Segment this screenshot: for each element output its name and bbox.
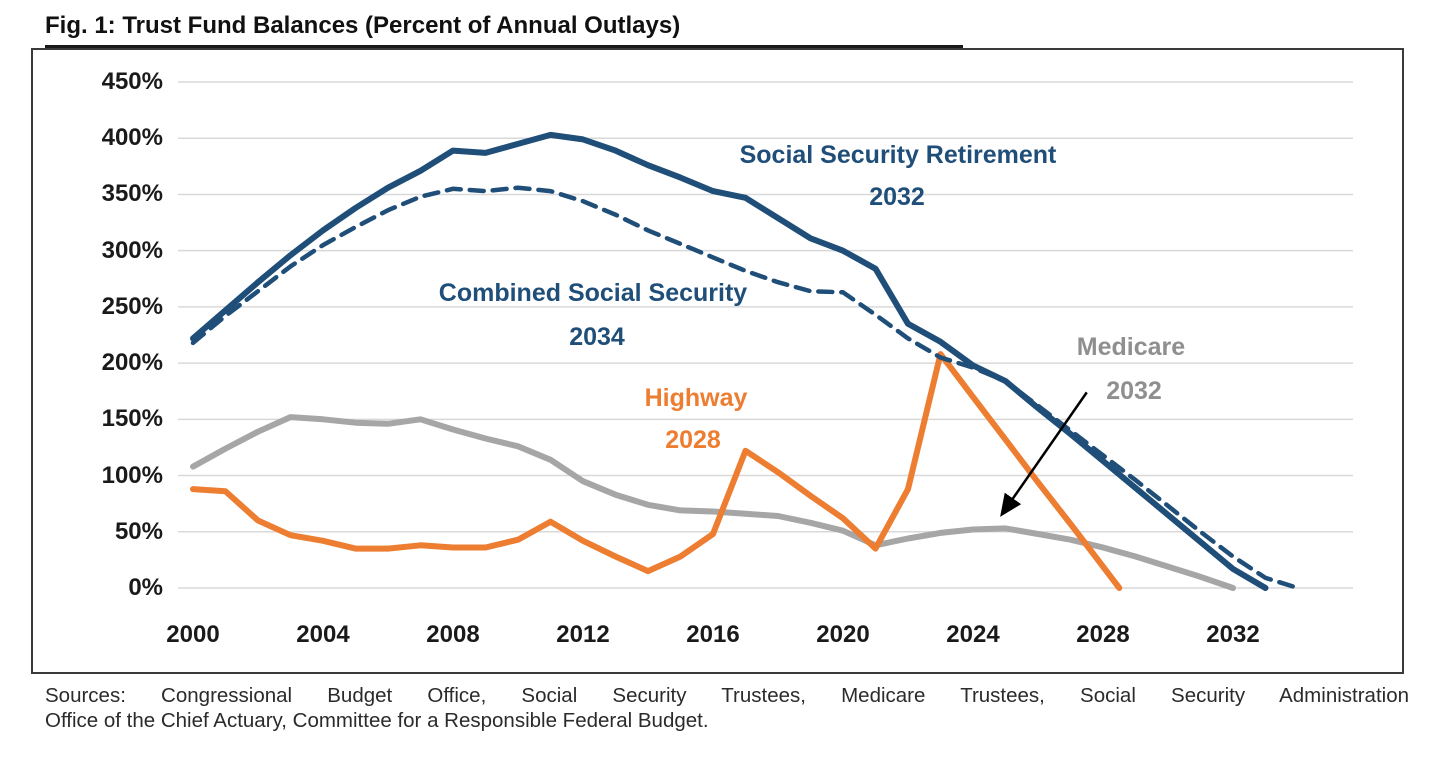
sources-note: Sources: Congressional Budget Office, So… — [45, 683, 1409, 733]
y-tick-100%: 100% — [101, 461, 163, 489]
label-combined-social-security-year: 2034 — [569, 323, 625, 351]
y-tick-250%: 250% — [101, 292, 163, 320]
x-tick-2008: 2008 — [426, 621, 480, 648]
label-highway-year: 2028 — [665, 426, 721, 454]
y-tick-0%: 0% — [128, 574, 163, 601]
x-tick-2020: 2020 — [816, 621, 870, 648]
y-tick-300%: 300% — [101, 236, 163, 264]
figure-title: Fig. 1: Trust Fund Balances (Percent of … — [45, 12, 963, 48]
x-tick-2028: 2028 — [1076, 621, 1130, 648]
sources-line-1: Sources: Congressional Budget Office, So… — [45, 684, 1409, 707]
sources-line-2: Office of the Chief Actuary, Committee f… — [45, 709, 709, 732]
label-social-security-retirement-year: 2032 — [869, 183, 925, 211]
x-tick-2032: 2032 — [1206, 621, 1260, 648]
y-tick-200%: 200% — [101, 349, 163, 377]
y-tick-400%: 400% — [101, 124, 163, 152]
y-tick-350%: 350% — [101, 180, 163, 208]
x-tick-2024: 2024 — [946, 621, 1000, 648]
label-highway: Highway — [644, 384, 748, 412]
label-social-security-retirement: Social Security Retirement — [739, 141, 1057, 169]
label-combined-social-security: Combined Social Security — [438, 279, 748, 307]
x-tick-2004: 2004 — [296, 621, 350, 648]
y-tick-150%: 150% — [101, 405, 163, 433]
x-tick-2016: 2016 — [686, 621, 740, 648]
y-tick-450%: 450% — [101, 68, 163, 96]
x-tick-2000: 2000 — [166, 621, 220, 648]
y-tick-50%: 50% — [114, 517, 163, 545]
label-medicare: Medicare — [1076, 333, 1186, 361]
label-medicare-year: 2032 — [1106, 377, 1162, 405]
x-tick-2012: 2012 — [556, 621, 610, 648]
